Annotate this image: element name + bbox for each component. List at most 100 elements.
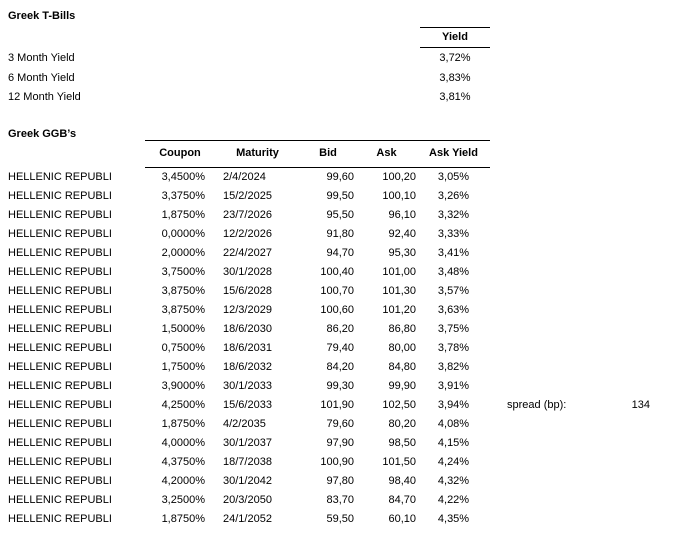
bid-cell: 86,20 bbox=[326, 323, 354, 335]
ask-cell: 84,70 bbox=[388, 494, 416, 506]
bond-row: HELLENIC REPUBLI 1,8750% 23/7/2026 95,50… bbox=[8, 206, 490, 225]
bond-row: HELLENIC REPUBLI 3,3750% 15/2/2025 99,50… bbox=[8, 187, 490, 206]
maturity-cell: 2/4/2024 bbox=[223, 171, 266, 183]
maturity-cell: 20/3/2050 bbox=[223, 494, 272, 506]
coupon-cell: 0,0000% bbox=[161, 228, 205, 240]
tbill-label: 12 Month Yield bbox=[8, 91, 81, 103]
bond-row: HELLENIC REPUBLI 0,7500% 18/6/2031 79,40… bbox=[8, 339, 490, 358]
ask-yield-cell: 3,94% bbox=[437, 399, 470, 411]
ask-cell: 101,00 bbox=[382, 266, 416, 278]
ask-cell: 96,10 bbox=[388, 209, 416, 221]
ask-yield-cell: 3,05% bbox=[437, 171, 470, 183]
ask-yield-cell: 3,78% bbox=[437, 342, 470, 354]
bond-row: HELLENIC REPUBLI 1,8750% 4/2/2035 79,60 … bbox=[8, 415, 490, 434]
maturity-cell: 24/1/2052 bbox=[223, 513, 272, 525]
bond-row: HELLENIC REPUBLI 3,2500% 20/3/2050 83,70… bbox=[8, 491, 490, 510]
ask-cell: 80,20 bbox=[388, 418, 416, 430]
ggb-table: Coupon Maturity Bid Ask Ask Yield HELLEN… bbox=[8, 140, 490, 529]
maturity-cell: 22/4/2027 bbox=[223, 247, 272, 259]
bond-row: HELLENIC REPUBLI 3,4500% 2/4/2024 99,60 … bbox=[8, 168, 490, 187]
bond-issuer-cell: HELLENIC REPUBLI bbox=[8, 304, 112, 316]
ask-yield-cell: 3,41% bbox=[437, 247, 470, 259]
coupon-cell: 3,8750% bbox=[161, 285, 205, 297]
ask-cell: 84,80 bbox=[388, 361, 416, 373]
maturity-cell: 30/1/2042 bbox=[223, 475, 272, 487]
bid-cell: 99,60 bbox=[326, 171, 354, 183]
ask-cell: 86,80 bbox=[388, 323, 416, 335]
ask-yield-cell: 4,15% bbox=[437, 437, 470, 449]
bond-issuer-cell: HELLENIC REPUBLI bbox=[8, 190, 112, 202]
bond-row: HELLENIC REPUBLI 3,8750% 12/3/2029 100,6… bbox=[8, 301, 490, 320]
bond-issuer-cell: HELLENIC REPUBLI bbox=[8, 171, 112, 183]
bond-row: HELLENIC REPUBLI 3,9000% 30/1/2033 99,30… bbox=[8, 377, 490, 396]
coupon-cell: 1,8750% bbox=[161, 513, 205, 525]
ask-yield-cell: 3,26% bbox=[437, 190, 470, 202]
coupon-cell: 3,2500% bbox=[161, 494, 205, 506]
ask-cell: 100,20 bbox=[382, 171, 416, 183]
tbill-row: 6 Month Yield 3,83% bbox=[8, 69, 668, 89]
ask-cell: 98,50 bbox=[388, 437, 416, 449]
tbills-section-title: Greek T-Bills bbox=[8, 10, 76, 22]
ask-cell: 99,90 bbox=[388, 380, 416, 392]
bond-issuer-cell: HELLENIC REPUBLI bbox=[8, 247, 112, 259]
column-header-bid: Bid bbox=[300, 140, 356, 168]
coupon-cell: 1,8750% bbox=[161, 209, 205, 221]
ask-yield-cell: 3,82% bbox=[437, 361, 470, 373]
coupon-cell: 4,2500% bbox=[161, 399, 205, 411]
coupon-cell: 3,7500% bbox=[161, 266, 205, 278]
bid-cell: 99,50 bbox=[326, 190, 354, 202]
bond-issuer-cell: HELLENIC REPUBLI bbox=[8, 437, 112, 449]
bond-issuer-cell: HELLENIC REPUBLI bbox=[8, 285, 112, 297]
bond-issuer-cell: HELLENIC REPUBLI bbox=[8, 513, 112, 525]
coupon-cell: 0,7500% bbox=[161, 342, 205, 354]
bond-issuer-cell: HELLENIC REPUBLI bbox=[8, 380, 112, 392]
maturity-cell: 15/6/2033 bbox=[223, 399, 272, 411]
ask-yield-cell: 3,63% bbox=[437, 304, 470, 316]
ask-cell: 60,10 bbox=[388, 513, 416, 525]
tbill-label: 6 Month Yield bbox=[8, 71, 75, 84]
bid-cell: 97,80 bbox=[326, 475, 354, 487]
bid-cell: 59,50 bbox=[326, 513, 354, 525]
bid-cell: 101,90 bbox=[320, 399, 354, 411]
ggb-rows: HELLENIC REPUBLI 3,4500% 2/4/2024 99,60 … bbox=[8, 168, 490, 529]
ask-yield-cell: 4,32% bbox=[437, 475, 470, 487]
bid-cell: 91,80 bbox=[326, 228, 354, 240]
maturity-cell: 15/2/2025 bbox=[223, 190, 272, 202]
tbill-yield-value: 3,81% bbox=[439, 91, 471, 103]
ggb-section-title: Greek GGB’s bbox=[8, 128, 77, 140]
bond-issuer-cell: HELLENIC REPUBLI bbox=[8, 342, 112, 354]
coupon-cell: 1,8750% bbox=[161, 418, 205, 430]
bond-row: HELLENIC REPUBLI 3,7500% 30/1/2028 100,4… bbox=[8, 263, 490, 282]
ask-cell: 101,50 bbox=[382, 456, 416, 468]
ask-cell: 80,00 bbox=[388, 342, 416, 354]
maturity-cell: 18/6/2030 bbox=[223, 323, 272, 335]
tbill-row: 3 Month Yield 3,72% bbox=[8, 49, 668, 69]
column-header-ask: Ask bbox=[356, 140, 417, 168]
tbill-row: 12 Month Yield 3,81% bbox=[8, 88, 668, 108]
bond-issuer-cell: HELLENIC REPUBLI bbox=[8, 399, 112, 411]
bid-cell: 100,60 bbox=[320, 304, 354, 316]
ask-yield-cell: 4,08% bbox=[437, 418, 470, 430]
ask-yield-cell: 3,32% bbox=[437, 209, 470, 221]
bond-issuer-cell: HELLENIC REPUBLI bbox=[8, 209, 112, 221]
column-header-coupon: Coupon bbox=[145, 140, 215, 168]
ask-yield-cell: 3,91% bbox=[437, 380, 470, 392]
coupon-cell: 4,3750% bbox=[161, 456, 205, 468]
ask-yield-cell: 4,35% bbox=[437, 513, 470, 525]
ask-cell: 101,20 bbox=[382, 304, 416, 316]
bond-issuer-cell: HELLENIC REPUBLI bbox=[8, 456, 112, 468]
bond-row: HELLENIC REPUBLI 1,5000% 18/6/2030 86,20… bbox=[8, 320, 490, 339]
maturity-cell: 30/1/2028 bbox=[223, 266, 272, 278]
bond-issuer-cell: HELLENIC REPUBLI bbox=[8, 361, 112, 373]
coupon-cell: 2,0000% bbox=[161, 247, 205, 259]
ask-yield-cell: 4,22% bbox=[437, 494, 470, 506]
bid-cell: 95,50 bbox=[326, 209, 354, 221]
bond-row: HELLENIC REPUBLI 4,0000% 30/1/2037 97,90… bbox=[8, 434, 490, 453]
maturity-cell: 4/2/2035 bbox=[223, 418, 266, 430]
ggb-header-spacer bbox=[8, 140, 145, 168]
coupon-cell: 4,2000% bbox=[161, 475, 205, 487]
bond-row: HELLENIC REPUBLI 3,8750% 15/6/2028 100,7… bbox=[8, 282, 490, 301]
bid-cell: 79,60 bbox=[326, 418, 354, 430]
maturity-cell: 30/1/2033 bbox=[223, 380, 272, 392]
